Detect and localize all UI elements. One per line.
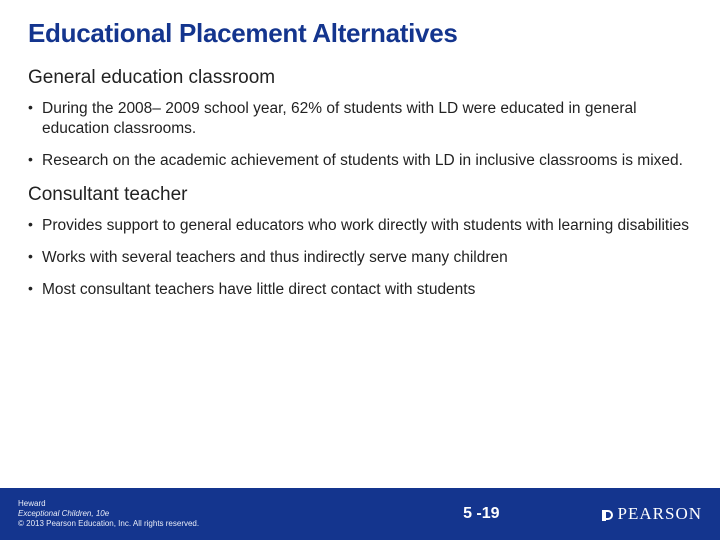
page-number: 5 -19 — [463, 505, 499, 523]
slide: Educational Placement Alternatives Gener… — [0, 0, 720, 540]
publisher-logo: PEARSON — [600, 504, 702, 524]
section-1: General education classroom During the 2… — [28, 67, 692, 170]
pearson-mark-icon — [600, 507, 614, 521]
bullet-list-1: During the 2008– 2009 school year, 62% o… — [28, 99, 692, 170]
bullet-list-2: Provides support to general educators wh… — [28, 216, 692, 299]
bullet-item: During the 2008– 2009 school year, 62% o… — [28, 99, 692, 139]
slide-title: Educational Placement Alternatives — [28, 18, 692, 49]
section-heading-2: Consultant teacher — [28, 184, 692, 206]
bullet-item: Research on the academic achievement of … — [28, 151, 692, 171]
bullet-item: Works with several teachers and thus ind… — [28, 248, 692, 268]
bullet-item: Provides support to general educators wh… — [28, 216, 692, 236]
footer-bar: Heward Exceptional Children, 10e © 2013 … — [0, 488, 720, 540]
section-heading-1: General education classroom — [28, 67, 692, 89]
footer-copyright: © 2013 Pearson Education, Inc. All right… — [18, 519, 463, 529]
footer-book: Exceptional Children, 10e — [18, 509, 463, 519]
section-2: Consultant teacher Provides support to g… — [28, 184, 692, 299]
bullet-item: Most consultant teachers have little dir… — [28, 280, 692, 300]
publisher-name: PEARSON — [618, 504, 702, 524]
footer-attribution: Heward Exceptional Children, 10e © 2013 … — [18, 499, 463, 529]
footer-author: Heward — [18, 499, 463, 509]
